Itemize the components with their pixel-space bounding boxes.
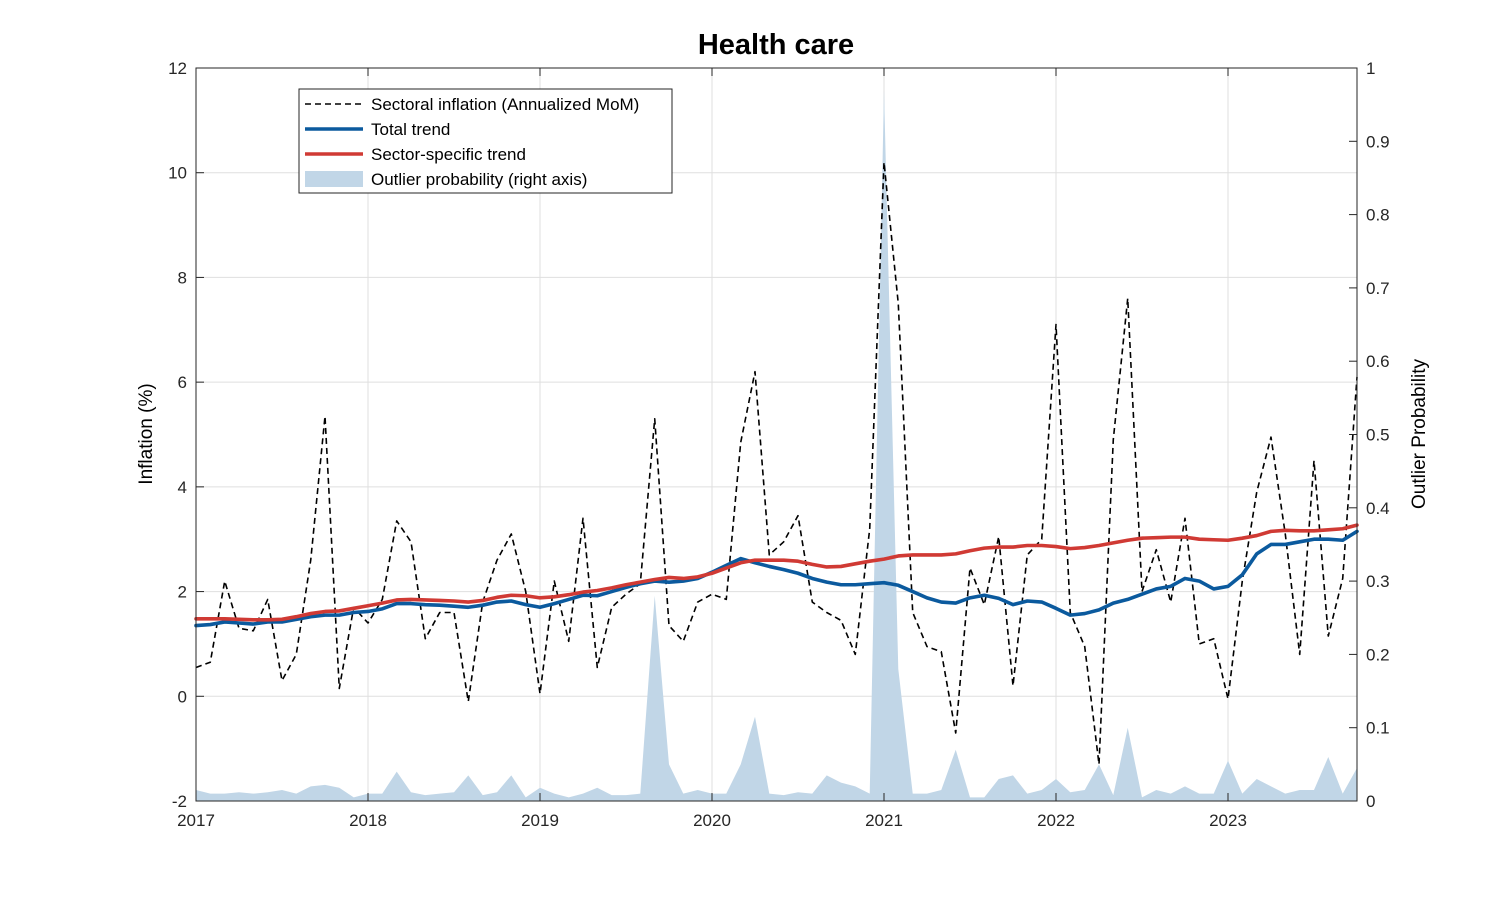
- x-tick-label: 2021: [865, 811, 903, 830]
- legend-entry-outlier-probability: Outlier probability (right axis): [305, 170, 587, 189]
- y2-axis-label: Outlier Probability: [1409, 359, 1430, 509]
- legend-swatch: [305, 171, 363, 187]
- x-tick-label: 2019: [521, 811, 559, 830]
- legend-label: Outlier probability (right axis): [371, 170, 587, 189]
- y2-tick-label: 0.7: [1366, 279, 1390, 298]
- legend-entry-sector-specific-trend: Sector-specific trend: [305, 145, 526, 164]
- series-lines: [194, 161, 1359, 766]
- y2-tick-label: 0.3: [1366, 572, 1390, 591]
- y2-tick-label: 1: [1366, 59, 1375, 78]
- y2-tick-label: 0.6: [1366, 352, 1390, 371]
- legend: Sectoral inflation (Annualized MoM) Total…: [298, 88, 673, 194]
- legend-entry-total-trend: Total trend: [305, 120, 450, 139]
- axis-ticks: 2017 2018 2019 2020 2021 2022 2023-20246810120…: [168, 59, 1390, 830]
- y-tick-label: 2: [178, 583, 187, 602]
- x-tick-label: 2020: [693, 811, 731, 830]
- legend-label: Sectoral inflation (Annualized MoM): [371, 95, 639, 114]
- x-tick-label: 2017: [177, 811, 215, 830]
- y-tick-label: 6: [178, 373, 187, 392]
- chart-title: Health care: [698, 29, 854, 61]
- y-tick-label: 0: [178, 687, 187, 706]
- series-sectoral-inflation: [195, 161, 1358, 766]
- y-tick-label: 4: [178, 478, 187, 497]
- legend-entry-sectoral-inflation: Sectoral inflation (Annualized MoM): [305, 95, 639, 114]
- y2-tick-label: 0.2: [1366, 645, 1390, 664]
- y-axis-label: Inflation (%): [136, 383, 157, 484]
- series-sector-specific-trend: [194, 523, 1359, 622]
- y2-tick-label: 0: [1366, 792, 1375, 811]
- y2-tick-label: 0.5: [1366, 426, 1390, 445]
- x-tick-label: 2018: [349, 811, 387, 830]
- y-tick-label: 10: [168, 164, 187, 183]
- y2-tick-label: 0.4: [1366, 499, 1390, 518]
- y2-tick-label: 0.9: [1366, 132, 1390, 151]
- y2-tick-label: 0.1: [1366, 719, 1390, 738]
- legend-label: Total trend: [371, 120, 450, 139]
- legend-label: Sector-specific trend: [371, 145, 526, 164]
- y-tick-label: 12: [168, 59, 187, 78]
- y2-tick-label: 0.8: [1366, 206, 1390, 225]
- y-tick-label: 8: [178, 268, 187, 287]
- x-tick-label: 2022: [1037, 811, 1075, 830]
- series-total-trend: [194, 529, 1359, 628]
- x-tick-label: 2023: [1209, 811, 1247, 830]
- y-tick-label: -2: [172, 792, 187, 811]
